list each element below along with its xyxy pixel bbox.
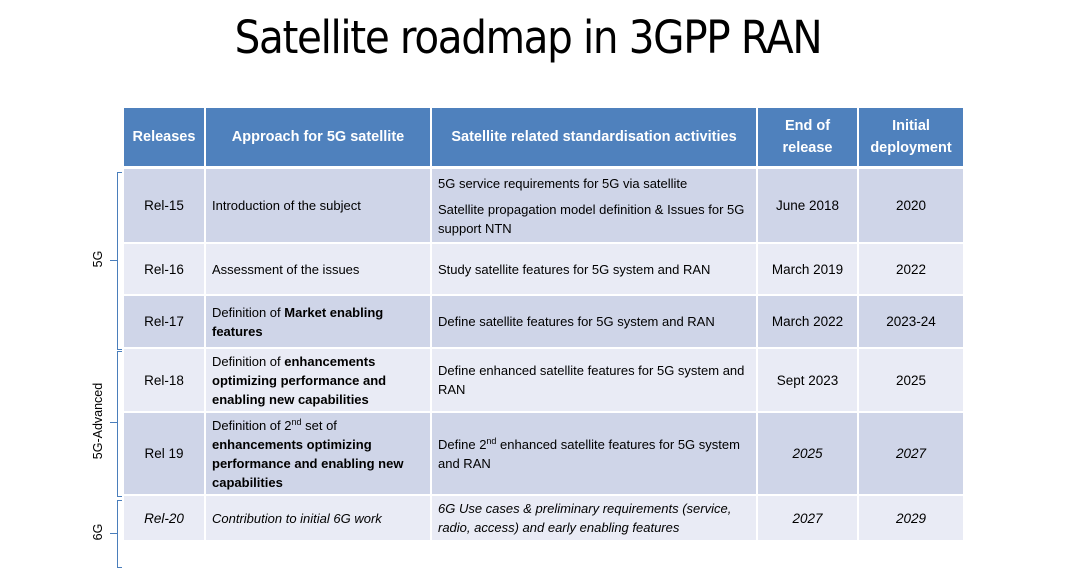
approach-bold-text: Market enabling features [212, 304, 384, 339]
header-end-of-release: End of release [758, 108, 859, 169]
end-of-release-cell: 2025 [758, 413, 859, 496]
group-label-6g: 6G [91, 523, 105, 541]
approach-text: Definition of 2 [212, 417, 292, 433]
bracket-tick [110, 533, 117, 534]
table-row-rel-16: Rel-16 Assessment of the issues Study sa… [124, 244, 963, 296]
slide-title: Satellite roadmap in 3GPP RAN [234, 11, 823, 64]
bracket-tick [110, 260, 117, 261]
activities-cell: 6G Use cases & preliminary requirements … [432, 496, 758, 542]
bracket-line [117, 500, 122, 568]
end-of-release-cell: 2027 [758, 496, 859, 542]
group-label-5g-advanced: 5G-Advanced [91, 382, 105, 460]
approach-cell: Definition of 2nd set of enhancements op… [206, 413, 432, 496]
approach-bold-text: enhancements optimizing performance and … [212, 436, 404, 490]
roadmap-table: Releases Approach for 5G satellite Satel… [124, 108, 963, 542]
activities-cell: 5G service requirements for 5G via satel… [432, 169, 758, 244]
end-of-release-cell: June 2018 [758, 169, 859, 244]
release-cell: Rel-20 [124, 496, 206, 542]
initial-deployment-cell: 2027 [859, 413, 963, 496]
initial-deployment-cell: 2023-24 [859, 296, 963, 349]
approach-text: Definition of [212, 304, 285, 320]
activity-line: 5G service requirements for 5G via satel… [438, 175, 688, 191]
header-activities: Satellite related standardisation activi… [432, 108, 758, 169]
ordinal-suffix: nd [486, 435, 497, 446]
initial-deployment-cell: 2022 [859, 244, 963, 296]
activities-cell: Define enhanced satellite features for 5… [432, 349, 758, 413]
end-of-release-cell: Sept 2023 [758, 349, 859, 413]
approach-cell: Contribution to initial 6G work [206, 496, 432, 542]
release-cell: Rel-18 [124, 349, 206, 413]
release-cell: Rel-15 [124, 169, 206, 244]
table-row-rel-19: Rel 19 Definition of 2nd set of enhancem… [124, 413, 963, 496]
approach-bold-text: enhancements optimizing performance and … [212, 353, 387, 407]
release-cell: Rel-17 [124, 296, 206, 349]
group-label-5g: 5G [91, 250, 105, 268]
header-end-line2: release [782, 140, 833, 156]
initial-deployment-cell: 2029 [859, 496, 963, 542]
end-of-release-cell: March 2022 [758, 296, 859, 349]
table-row-rel-20: Rel-20 Contribution to initial 6G work 6… [124, 496, 963, 542]
approach-cell: Definition of Market enabling features [206, 296, 432, 349]
approach-text: set of [301, 417, 337, 433]
table-row-rel-17: Rel-17 Definition of Market enabling fea… [124, 296, 963, 349]
end-of-release-cell: March 2019 [758, 244, 859, 296]
header-initial-line2: deployment [870, 140, 952, 156]
table-row-rel-18: Rel-18 Definition of enhancements optimi… [124, 349, 963, 413]
header-releases: Releases [124, 108, 206, 169]
activities-cell: Study satellite features for 5G system a… [432, 244, 758, 296]
approach-cell: Assessment of the issues [206, 244, 432, 296]
header-approach: Approach for 5G satellite [206, 108, 432, 169]
activity-text: enhanced satellite features for 5G syste… [438, 436, 740, 471]
release-cell: Rel-16 [124, 244, 206, 296]
initial-deployment-cell: 2025 [859, 349, 963, 413]
activities-cell: Define satellite features for 5G system … [432, 296, 758, 349]
bracket-tick [110, 422, 117, 423]
header-initial-deployment: Initial deployment [859, 108, 963, 169]
activity-text: Define 2 [438, 436, 487, 452]
initial-deployment-cell: 2020 [859, 169, 963, 244]
approach-text: Definition of [212, 353, 285, 369]
bracket-line [117, 172, 122, 350]
approach-cell: Definition of enhancements optimizing pe… [206, 349, 432, 413]
header-initial-line1: Initial [892, 118, 930, 134]
activity-line: Satellite propagation model definition &… [438, 201, 745, 236]
activities-cell: Define 2nd enhanced satellite features f… [432, 413, 758, 496]
release-cell: Rel 19 [124, 413, 206, 496]
approach-cell: Introduction of the subject [206, 169, 432, 244]
header-row: Releases Approach for 5G satellite Satel… [124, 108, 963, 169]
ordinal-suffix: nd [291, 416, 302, 427]
table-row-rel-15: Rel-15 Introduction of the subject 5G se… [124, 169, 963, 244]
bracket-line [117, 351, 122, 497]
header-end-line1: End of [784, 118, 831, 134]
